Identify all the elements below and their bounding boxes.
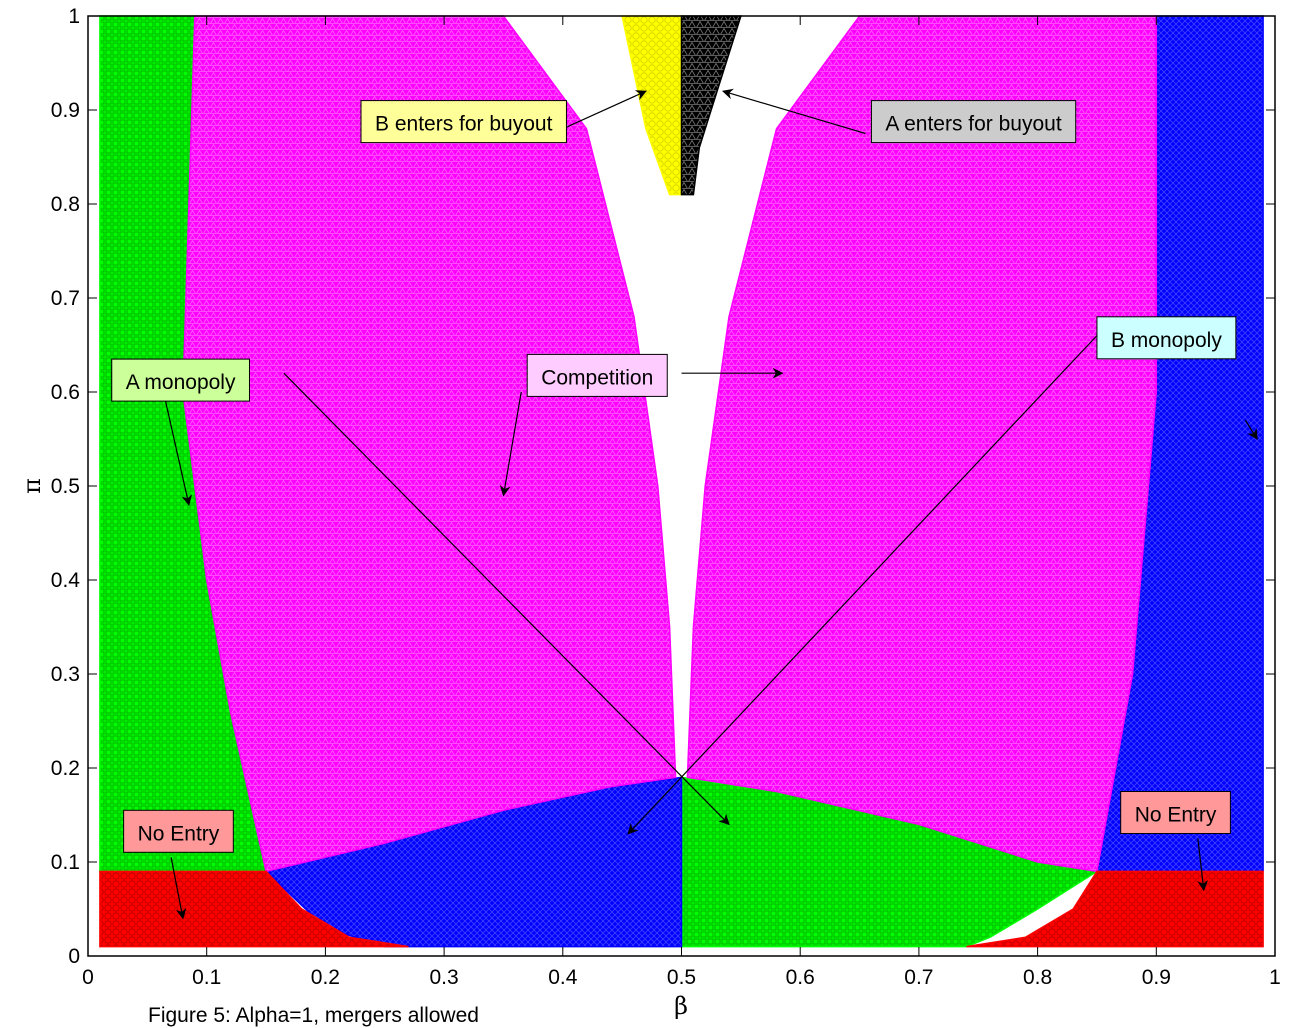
annotation-label: A monopoly [126,371,236,394]
annotation-label: B enters for buyout [375,113,553,136]
region-competition-2 [686,15,1158,873]
y-tick-label: 0.5 [51,475,80,498]
annotation-box [123,809,234,853]
x-tick-label: 0.8 [1023,966,1052,989]
x-tick-label: 0.9 [1142,966,1171,989]
annotations-layer: A monopoly Competition B monopoly B enters … [111,88,1258,920]
annotation-label: B monopoly [1111,329,1222,352]
annotation-b-monopoly: B monopoly [627,316,1258,835]
annotation-box [360,100,567,144]
x-tick-label: 0.2 [311,966,340,989]
annotation-a-enters-for-buyout: A enters for buyout [722,88,1077,144]
ticks-layer: 0 0.1 0.2 0.3 0.4 0.5 0.6 0.7 0.8 0.9 1 0 0.1 0.2 0.3 0… [51,5,1281,989]
annotation-box [111,358,250,402]
annotation-arrow [283,372,730,826]
y-tick-label: 0.9 [51,99,80,122]
y-tick-label: 0.2 [51,757,80,780]
x-tick-label: 1 [1269,966,1281,989]
y-tick-label: 0.8 [51,193,80,216]
annotation-label: Competition [541,366,653,389]
x-tick-label: 0.6 [786,966,815,989]
annotation-box [1096,316,1237,360]
y-tick-label: 0.7 [51,287,80,310]
region-competition-1 [182,15,677,873]
annotation-b-enters-for-buyout: B enters for buyout [360,90,647,144]
x-tick-label: 0.4 [548,966,578,989]
y-tick-label: 0 [68,945,80,968]
x-axis-label: β [674,992,688,1020]
region-no-entry-2 [966,870,1264,948]
annotation-arrow [170,857,187,920]
x-tick-label: 0.5 [667,966,696,989]
x-tick-label: 0.3 [429,966,458,989]
annotation-label: No Entry [1135,804,1217,827]
annotation-no-entry: No Entry [1120,791,1231,892]
annotation-label: No Entry [138,822,220,845]
annotation-box [1120,791,1231,834]
x-tick-label: 0 [82,966,94,989]
annotation-arrow [1244,419,1258,440]
y-tick-label: 0.1 [51,851,80,874]
annotation-arrow [562,90,647,130]
y-tick-label: 1 [68,5,80,28]
annotation-label: A enters for buyout [885,113,1061,136]
annotation-arrow [499,391,522,497]
annotation-box [526,353,668,397]
y-tick-label: 0.6 [51,381,80,404]
x-tick-label: 0.1 [192,966,221,989]
annotation-arrow [722,88,866,135]
annotation-box [870,100,1077,144]
y-axis-label: π [18,478,46,494]
annotation-arrow [627,335,1098,835]
x-tick-label: 0.7 [904,966,933,989]
annotation-competition: Competition [499,353,784,497]
annotation-arrow [1197,838,1209,892]
annotation-no-entry: No Entry [123,809,234,920]
figure-caption: Figure 5: Alpha=1, mergers allowed [148,1004,479,1027]
annotation-a-monopoly: A monopoly [111,358,730,826]
y-tick-label: 0.4 [51,569,81,592]
regions-layer [99,15,1264,948]
y-tick-label: 0.3 [51,663,80,686]
